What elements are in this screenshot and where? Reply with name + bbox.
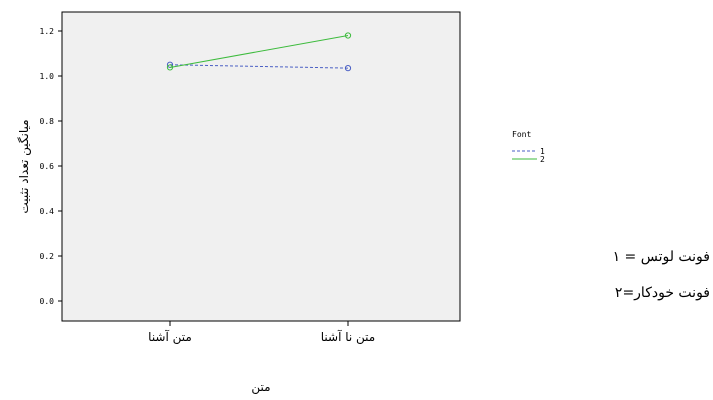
y-axis-title: میانگین تعداد تثبیت (17, 119, 32, 213)
series-line-2 (169, 35, 349, 68)
plot-area (61, 11, 461, 322)
data-point-series-2 (166, 64, 174, 71)
data-point-series-1 (344, 65, 352, 72)
y-tick-label: 0.0 (40, 297, 55, 306)
y-tick-label: 1.0 (40, 72, 55, 81)
y-tick-label: 0.4 (40, 207, 55, 216)
y-tick-label: 1.2 (40, 27, 55, 36)
data-point-series-2 (344, 32, 352, 39)
legend-label-2: 2 (540, 155, 545, 164)
y-tick-label: 0.2 (40, 252, 55, 261)
x-axis-title: متن (251, 380, 270, 395)
x-category-label: متن آشنا (148, 329, 192, 345)
font-note-1: فونت لوتس = ۱ (612, 249, 710, 265)
legend-label-1: 1 (540, 147, 545, 156)
legend: Font 12 (512, 130, 545, 164)
series-layer (166, 32, 352, 72)
y-tick-label: 0.8 (40, 117, 55, 126)
x-category-label: متن نا آشنا (321, 329, 375, 345)
y-tick-label: 0.6 (40, 162, 55, 171)
font-note-2: فونت خودکار=۲ (614, 285, 710, 301)
y-axis: 0.0 0.2 0.4 0.6 0.8 1.0 1.2 (40, 27, 62, 306)
legend-title: Font (512, 130, 531, 139)
x-axis: متن آشنا متن نا آشنا (148, 321, 375, 345)
